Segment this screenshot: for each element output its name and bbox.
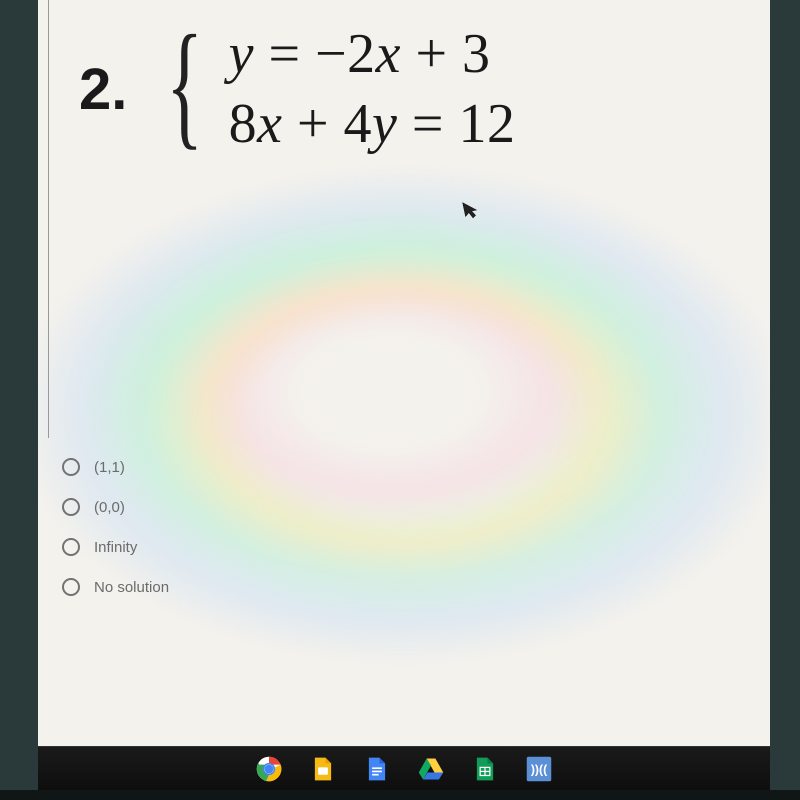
svg-text:))((: ))((: [531, 762, 548, 776]
radio-icon[interactable]: [62, 458, 80, 476]
docs-icon[interactable]: [362, 754, 392, 784]
answer-options: (1,1) (0,0) Infinity No solution: [62, 458, 169, 596]
equation-1: y = −2x + 3: [229, 22, 516, 86]
option-label: (1,1): [94, 459, 125, 476]
screen-area: 2. { y = −2x + 3 8x + 4y = 12 (1,1) (0,0…: [38, 0, 770, 754]
radio-icon[interactable]: [62, 498, 80, 516]
drive-icon[interactable]: [416, 754, 446, 784]
option-4[interactable]: No solution: [62, 578, 169, 596]
option-label: Infinity: [94, 539, 137, 556]
option-1[interactable]: (1,1): [62, 458, 169, 476]
radio-icon[interactable]: [62, 578, 80, 596]
left-brace: {: [166, 22, 203, 148]
mouse-cursor-icon: [461, 199, 482, 228]
taskbar[interactable]: ))((: [38, 746, 770, 790]
equation-system: y = −2x + 3 8x + 4y = 12: [229, 22, 516, 156]
chrome-icon[interactable]: [254, 754, 284, 784]
option-label: (0,0): [94, 499, 125, 516]
option-2[interactable]: (0,0): [62, 498, 169, 516]
question-block: 2. { y = −2x + 3 8x + 4y = 12: [79, 22, 674, 156]
slides-icon[interactable]: [308, 754, 338, 784]
bezel-bottom: [0, 790, 800, 800]
cast-icon[interactable]: ))((: [524, 754, 554, 784]
radio-icon[interactable]: [62, 538, 80, 556]
sheets-icon[interactable]: [470, 754, 500, 784]
question-number: 2.: [79, 56, 127, 123]
option-label: No solution: [94, 579, 169, 596]
equation-2: 8x + 4y = 12: [229, 92, 516, 156]
option-3[interactable]: Infinity: [62, 538, 169, 556]
question-card: 2. { y = −2x + 3 8x + 4y = 12: [48, 0, 688, 438]
